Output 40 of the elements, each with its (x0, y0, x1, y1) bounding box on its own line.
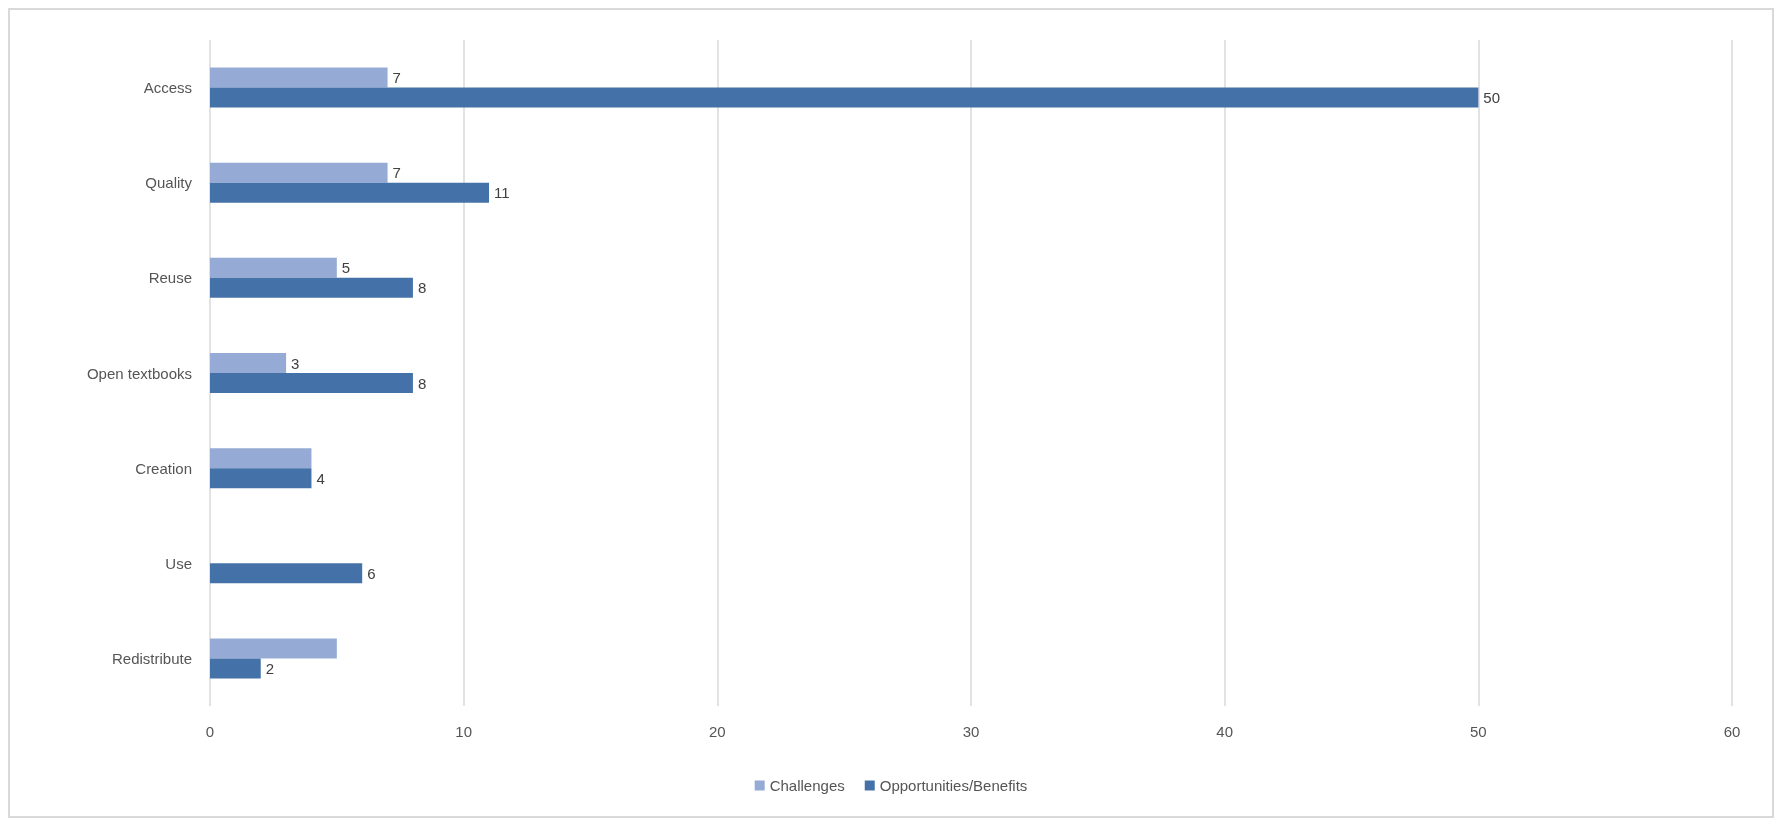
data-label: 11 (494, 184, 510, 202)
data-label: 8 (417, 374, 427, 392)
x-tick-label: 60 (1723, 723, 1741, 740)
y-tick-label: Reuse (148, 269, 192, 287)
bar (210, 257, 337, 278)
data-label: 7 (392, 69, 401, 87)
x-tick-label: 10 (455, 723, 473, 740)
data-label: 5 (341, 259, 351, 277)
x-tick-label: 0 (205, 723, 215, 740)
y-tick-label: Access (143, 79, 192, 97)
data-label: 7 (392, 164, 401, 182)
bar (210, 277, 413, 298)
bar (210, 373, 413, 393)
x-tick-label: 40 (1216, 723, 1234, 740)
x-tick-label: 20 (708, 723, 726, 740)
bar (210, 448, 312, 469)
data-label: 6 (367, 564, 376, 582)
data-label: 2 (265, 659, 275, 677)
data-label: 8 (417, 279, 427, 297)
x-tick-label: 50 (1469, 723, 1487, 740)
y-tick-label: Use (165, 554, 192, 572)
x-tick-label: 30 (962, 723, 980, 740)
bar (210, 658, 261, 679)
data-label: 4 (316, 469, 325, 487)
bar (210, 67, 388, 88)
data-label: 50 (1483, 89, 1501, 107)
legend-label: Challenges (769, 777, 845, 794)
bar (210, 87, 1479, 108)
bar (210, 353, 287, 373)
y-tick-label: Quality (145, 174, 193, 192)
bar (210, 638, 337, 659)
y-tick-label: Creation (135, 459, 192, 477)
data-label: 3 (291, 354, 300, 372)
bar (210, 468, 312, 489)
bar (210, 182, 490, 203)
y-tick-label: Redistribute (111, 649, 192, 667)
legend-label: Opportunities/Benefits (879, 777, 1028, 794)
bar (210, 563, 363, 584)
bar (210, 162, 388, 183)
y-tick-label: Open textbooks (86, 364, 192, 382)
